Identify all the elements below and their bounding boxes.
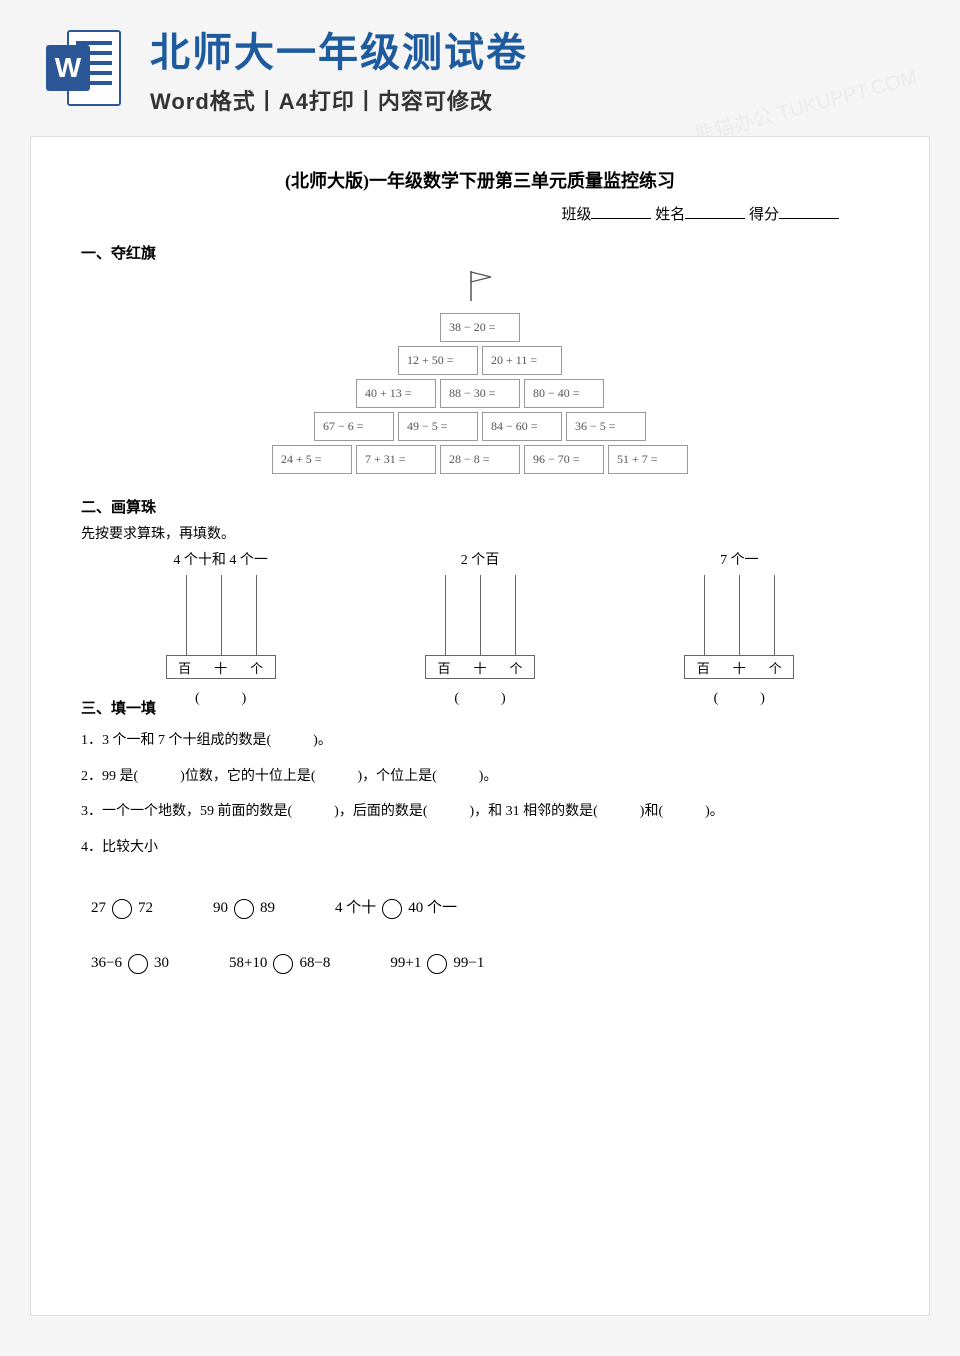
pyramid-cell: 28 − 8 = xyxy=(440,445,520,474)
question-4: 4．比较大小 xyxy=(81,831,879,865)
place-label: 百 xyxy=(178,658,191,677)
abacus-row: 4 个十和 4 个一 百十个 ( ) 2 个百 百十个 ( ) 7 个一 百十个… xyxy=(91,549,869,685)
abacus-diagram: 百十个 ( ) xyxy=(415,575,545,685)
compare-right: 72 xyxy=(138,900,153,916)
student-info-line: 班级 姓名 得分 xyxy=(81,203,839,224)
compare-right: 30 xyxy=(154,955,169,971)
place-label: 十 xyxy=(214,658,227,677)
label-score: 得分 xyxy=(749,207,779,223)
compare-circle xyxy=(273,954,293,974)
pyramid-cell: 49 − 5 = xyxy=(398,412,478,441)
compare-row: 27 72 90 89 4 个十 40 个一 xyxy=(91,886,869,931)
place-label: 个 xyxy=(769,658,782,677)
abacus-item: 2 个百 百十个 ( ) xyxy=(415,549,545,685)
compare-item: 4 个十 40 个一 xyxy=(335,886,457,931)
fill-questions: 1．3 个一和 7 个十组成的数是( )。 2．99 是( )位数，它的十位上是… xyxy=(81,724,879,864)
compare-circle xyxy=(128,954,148,974)
page-main-title: 北师大一年级测试卷 xyxy=(150,20,920,78)
compare-right: 89 xyxy=(260,900,275,916)
question-3: 3．一个一个地数，59 前面的数是( )，后面的数是( )，和 31 相邻的数是… xyxy=(81,795,879,829)
answer-paren: ( ) xyxy=(714,687,765,707)
pyramid-cell: 7 + 31 = xyxy=(356,445,436,474)
section2-instruction: 先按要求算珠，再填数。 xyxy=(81,523,879,543)
section2-heading: 二、画算珠 xyxy=(81,496,879,517)
blank-name xyxy=(685,204,745,219)
pyramid-cell: 36 − 5 = xyxy=(566,412,646,441)
compare-left: 4 个十 xyxy=(335,900,376,916)
place-label: 百 xyxy=(437,658,450,677)
question-2: 2．99 是( )位数，它的十位上是( )，个位上是( )。 xyxy=(81,760,879,794)
compare-circle xyxy=(382,899,402,919)
compare-circle xyxy=(112,899,132,919)
flag-icon xyxy=(465,269,495,307)
place-label: 十 xyxy=(473,658,486,677)
compare-item: 27 72 xyxy=(91,886,153,931)
compare-left: 27 xyxy=(91,900,106,916)
doc-title: (北师大版)一年级数学下册第三单元质量监控练习 xyxy=(81,167,879,193)
abacus-label: 2 个百 xyxy=(461,549,500,569)
compare-right: 40 个一 xyxy=(408,900,457,916)
compare-item: 90 89 xyxy=(213,886,275,931)
answer-paren: ( ) xyxy=(195,687,246,707)
blank-score xyxy=(779,204,839,219)
abacus-item: 7 个一 百十个 ( ) xyxy=(674,549,804,685)
answer-paren: ( ) xyxy=(454,687,505,707)
pyramid-cell: 12 + 50 = xyxy=(398,346,478,375)
compare-grid: 27 72 90 89 4 个十 40 个一 36−6 30 58+10 68−8 99+… xyxy=(91,886,869,986)
abacus-item: 4 个十和 4 个一 百十个 ( ) xyxy=(156,549,286,685)
pyramid-cell: 88 − 30 = xyxy=(440,379,520,408)
section1-heading: 一、夺红旗 xyxy=(81,242,879,263)
label-class: 班级 xyxy=(561,207,591,223)
compare-left: 90 xyxy=(213,900,228,916)
document-page: (北师大版)一年级数学下册第三单元质量监控练习 班级 姓名 得分 一、夺红旗 3… xyxy=(30,136,930,1316)
compare-left: 58+10 xyxy=(229,955,267,971)
place-label: 十 xyxy=(733,658,746,677)
header: W 北师大一年级测试卷 Word格式丨A4打印丨内容可修改 xyxy=(0,0,960,126)
place-label: 百 xyxy=(697,658,710,677)
title-block: 北师大一年级测试卷 Word格式丨A4打印丨内容可修改 xyxy=(150,20,920,116)
pyramid-cell: 51 + 7 = xyxy=(608,445,688,474)
compare-item: 58+10 68−8 xyxy=(229,941,330,986)
abacus-diagram: 百十个 ( ) xyxy=(156,575,286,685)
abacus-label: 4 个十和 4 个一 xyxy=(173,549,268,569)
place-label: 个 xyxy=(509,658,522,677)
compare-left: 99+1 xyxy=(390,955,421,971)
compare-right: 68−8 xyxy=(299,955,330,971)
compare-item: 36−6 30 xyxy=(91,941,169,986)
pyramid-cell: 84 − 60 = xyxy=(482,412,562,441)
question-1: 1．3 个一和 7 个十组成的数是( )。 xyxy=(81,724,879,758)
svg-text:W: W xyxy=(55,52,82,83)
page-subtitle: Word格式丨A4打印丨内容可修改 xyxy=(150,84,920,116)
compare-circle xyxy=(427,954,447,974)
pyramid-cell: 96 − 70 = xyxy=(524,445,604,474)
pyramid-cell: 80 − 40 = xyxy=(524,379,604,408)
abacus-label: 7 个一 xyxy=(720,549,759,569)
pyramid-cell: 67 − 6 = xyxy=(314,412,394,441)
compare-item: 99+1 99−1 xyxy=(390,941,484,986)
pyramid-cell: 38 − 20 = xyxy=(440,313,520,342)
pyramid-cell: 24 + 5 = xyxy=(272,445,352,474)
blank-class xyxy=(591,204,651,219)
compare-circle xyxy=(234,899,254,919)
pyramid-diagram: 38 − 20 = 12 + 50 = 20 + 11 = 40 + 13 = … xyxy=(81,269,879,476)
compare-row: 36−6 30 58+10 68−8 99+1 99−1 xyxy=(91,941,869,986)
label-name: 姓名 xyxy=(655,207,685,223)
abacus-diagram: 百十个 ( ) xyxy=(674,575,804,685)
pyramid-cell: 40 + 13 = xyxy=(356,379,436,408)
compare-left: 36−6 xyxy=(91,955,122,971)
pyramid-cell: 20 + 11 = xyxy=(482,346,562,375)
compare-right: 99−1 xyxy=(453,955,484,971)
word-file-icon: W xyxy=(40,23,130,113)
place-label: 个 xyxy=(250,658,263,677)
